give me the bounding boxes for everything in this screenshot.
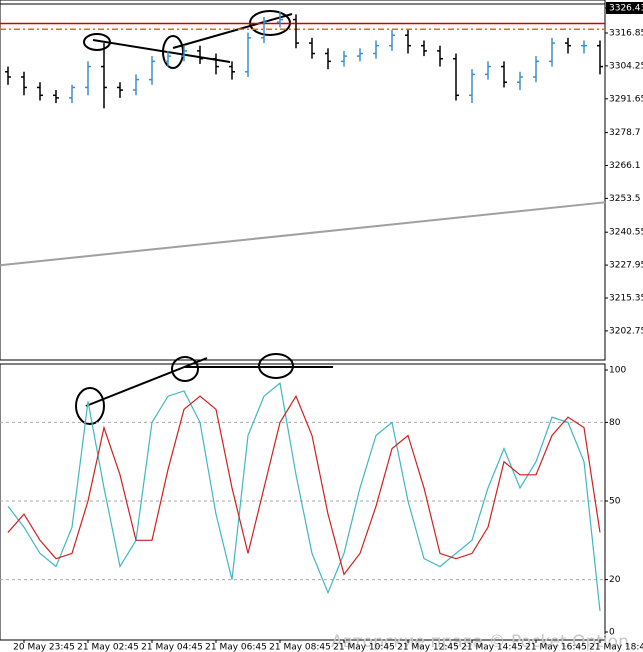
x-tick-label: 21 May 18:45 — [589, 643, 643, 652]
x-tick-label: 21 May 10:45 — [333, 643, 395, 652]
annotation-ellipse — [258, 353, 294, 379]
line-series — [7, 394, 601, 576]
x-tick-label: 20 May 23:45 — [13, 643, 75, 652]
y-tick-label: 3266.1 — [609, 161, 641, 171]
y-tick-label: 3240.55 — [609, 228, 643, 238]
y-tick-label: 3304.25 — [609, 61, 643, 71]
x-tick-label: 21 May 16:45 — [525, 643, 587, 652]
y-tick-label: 3227.95 — [609, 261, 643, 271]
y-tick-label: 3326.43 — [609, 4, 643, 14]
line-series — [7, 381, 601, 612]
x-tick-label: 21 May 12:45 — [397, 643, 459, 652]
annotation-ellipse — [162, 35, 184, 69]
x-tick-label: 21 May 14:45 — [461, 643, 523, 652]
annotation-ellipse — [171, 356, 199, 382]
y-tick-label: 20 — [609, 575, 621, 585]
annotation-line — [85, 357, 208, 407]
x-tick-label: 21 May 02:45 — [77, 643, 139, 652]
y-tick-label: 100 — [609, 366, 626, 376]
annotation-line — [92, 39, 231, 63]
watermark: Авторские права © Pocket Option — [331, 632, 629, 652]
y-tick-label: 50 — [609, 497, 621, 507]
annotation-ellipse — [75, 387, 105, 425]
annotation-line — [172, 13, 293, 49]
y-tick-label: 3202.75 — [609, 326, 643, 336]
x-tick-label: 21 May 06:45 — [205, 643, 267, 652]
y-tick-label: 0 — [609, 628, 615, 638]
price-panel — [0, 0, 606, 361]
x-tick-label: 21 May 04:45 — [141, 643, 203, 652]
oscillator-panel — [0, 363, 606, 641]
y-tick-label: 3278.7 — [609, 128, 641, 138]
annotations — [75, 10, 333, 425]
current-price-box — [606, 2, 643, 14]
y-tick-label: 80 — [609, 418, 621, 428]
y-tick-label: 3316.85 — [609, 29, 643, 39]
y-tick-label: 3291.65 — [609, 94, 643, 104]
y-tick-label: 3253.5 — [609, 194, 641, 204]
x-tick-label: 21 May 08:45 — [269, 643, 331, 652]
trendline — [0, 201, 606, 267]
y-tick-label: 3215.35 — [609, 293, 643, 303]
